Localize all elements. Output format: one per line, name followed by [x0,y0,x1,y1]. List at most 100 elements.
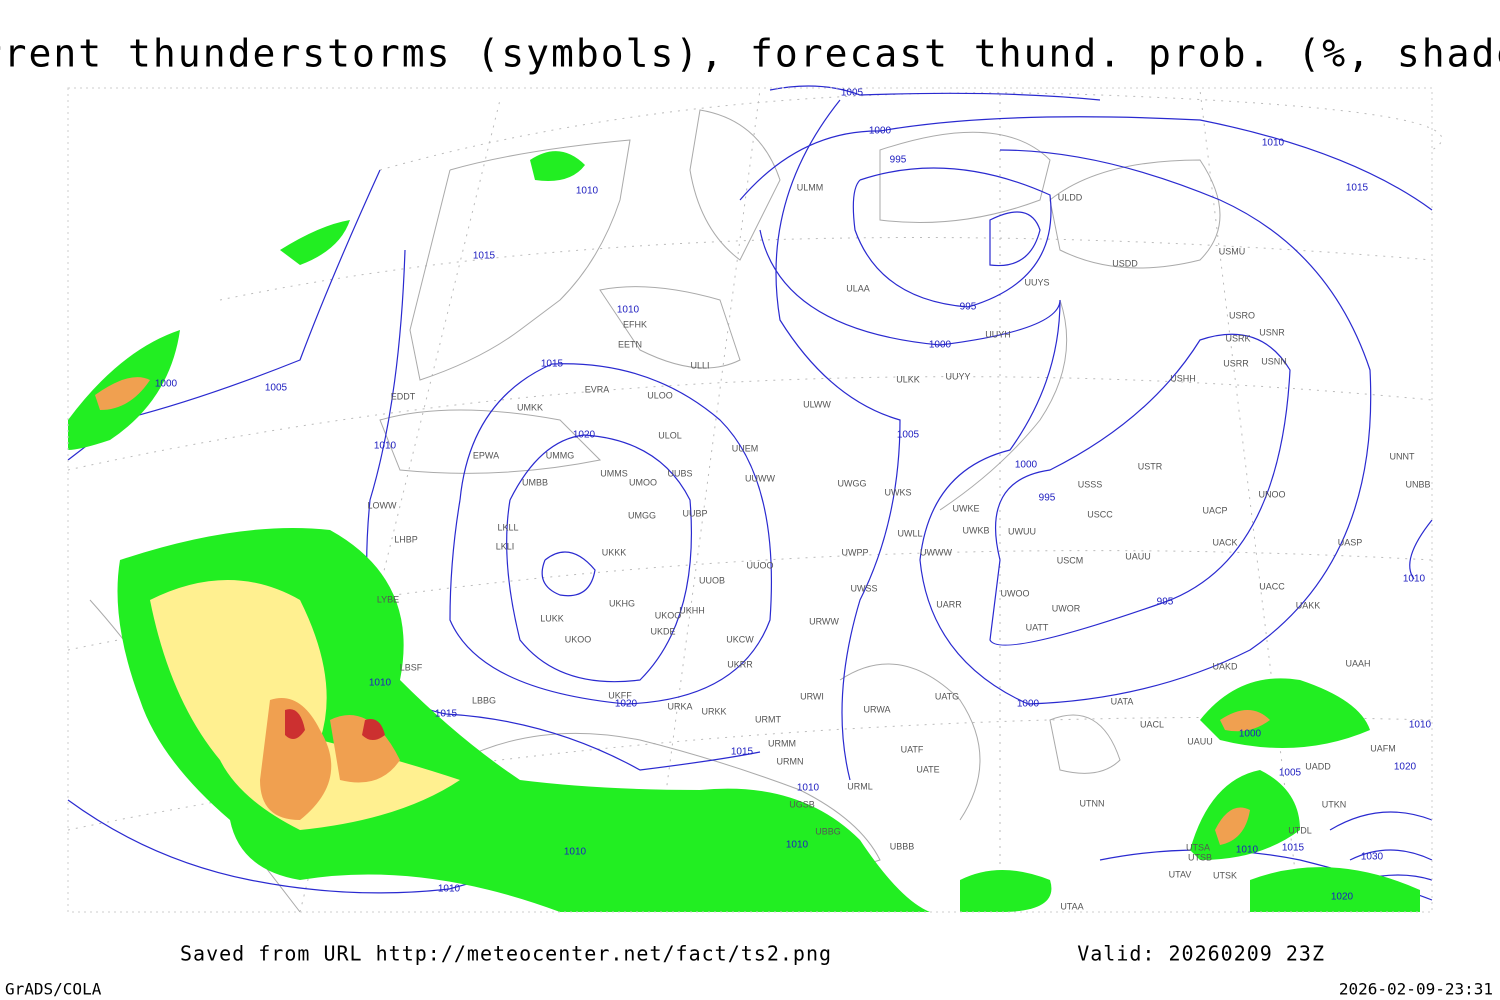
station-code: UMMG [546,450,575,460]
isobar-label: 1015 [731,747,754,758]
isobar-label: 1010 [374,441,397,452]
isobar-label: 1015 [1282,843,1305,854]
station-code: EETN [618,339,642,349]
station-code: UUYH [985,329,1011,339]
station-code: URMN [777,756,804,766]
station-code: UWOR [1052,603,1081,613]
station-code: UWKB [963,525,990,535]
station-code: USHH [1170,373,1196,383]
station-code: EVRA [585,384,610,394]
isobar-label: 1005 [265,383,288,394]
station-code: URWA [864,704,891,714]
station-code: UACP [1202,505,1227,515]
station-code: URMT [755,714,781,724]
station-code: URWI [800,691,824,701]
station-code: UUBS [667,468,692,478]
title: Current thunderstorms (symbols), forecas… [0,32,1500,76]
station-code: UASP [1338,537,1363,547]
station-code: UATF [901,744,924,754]
isobar-label: 1010 [1409,720,1432,731]
isobar-label: 1020 [1331,892,1354,903]
isobar-label: 1015 [541,359,564,370]
isobar-label: 1000 [155,379,178,390]
isobar-label: 1000 [1017,699,1040,710]
station-code: UATG [935,691,959,701]
software: GrADS/COLA [5,980,102,999]
isobar-label: 1010 [1262,138,1285,149]
isobar-label: 1005 [841,88,864,99]
station-code: LYBE [377,594,399,604]
station-code: UAUU [1125,551,1151,561]
station-code: EPWA [473,450,499,460]
station-code: ULAA [846,283,870,293]
station-code: UACK [1212,537,1237,547]
station-code: USRO [1229,310,1255,320]
isobar-label: 1000 [869,126,892,137]
isobar-label: 1000 [1015,460,1038,471]
isobar-label: 995 [960,302,977,313]
station-code: UTAA [1060,901,1083,911]
station-code: UAUU [1187,736,1213,746]
station-code: USNR [1259,327,1285,337]
station-code: UAKD [1212,661,1238,671]
station-code: UKDE [650,626,675,636]
isobar-label: 1010 [797,783,820,794]
isobar-label: 1010 [1403,574,1426,585]
isobar-label: 1020 [1394,762,1417,773]
station-code: UMBB [522,477,548,487]
station-code: UWKE [953,503,980,513]
station-code: ULOO [647,390,673,400]
station-code: USRK [1225,333,1250,343]
station-code: URMM [768,738,796,748]
station-code: UNNT [1390,451,1415,461]
station-code: USSS [1078,479,1103,489]
station-code: UUWW [745,473,775,483]
station-code: UWWW [920,547,952,557]
station-code: UWSS [851,583,878,593]
station-code: USCC [1087,509,1113,519]
station-code: UBBB [890,841,915,851]
isobar-label: 1010 [617,305,640,316]
station-code: LBSF [400,662,423,672]
station-code: UACL [1140,719,1164,729]
station-code: UTNN [1080,798,1105,808]
isobar-label: 1010 [564,847,587,858]
isobar-label: 1010 [1236,845,1259,856]
station-code: UUYS [1024,277,1049,287]
station-code: UWOO [1001,588,1030,598]
isobar-label: 1010 [369,678,392,689]
station-code: UTAV [1169,869,1192,879]
station-code: UWLL [897,528,922,538]
station-code: UMOO [629,477,657,487]
isobar-label: 1000 [1239,729,1262,740]
station-code: LKLL [497,522,518,532]
station-code: UATA [1111,696,1134,706]
station-code: UAAH [1345,658,1370,668]
station-code: LBBG [472,695,496,705]
station-code: UKRR [727,659,753,669]
isobar-label: 1005 [1279,768,1302,779]
station-code: UUYY [945,371,970,381]
station-code: UUBP [682,508,707,518]
station-code: UAKK [1296,600,1321,610]
isobar-label: 1015 [1346,183,1369,194]
station-code: UTDL [1288,825,1312,835]
isobar-label: 1020 [615,699,638,710]
source-url: Saved from URL http://meteocenter.net/fa… [180,942,832,966]
station-code: LKLI [496,541,515,551]
station-code: UNBB [1405,479,1430,489]
station-code: UTSB [1188,852,1212,862]
station-code: UTKN [1322,799,1347,809]
station-code: LOWW [368,500,398,510]
isobar-label: 1010 [576,186,599,197]
station-code: UMKK [517,402,543,412]
station-code: URML [847,781,873,791]
station-code: USCM [1057,555,1084,565]
isobar-label: 1000 [929,340,952,351]
map-frame [67,87,1433,913]
station-code: UKHG [609,598,635,608]
station-code: URKA [667,701,692,711]
isobar-label: 1015 [473,251,496,262]
station-code: UNOO [1259,489,1286,499]
